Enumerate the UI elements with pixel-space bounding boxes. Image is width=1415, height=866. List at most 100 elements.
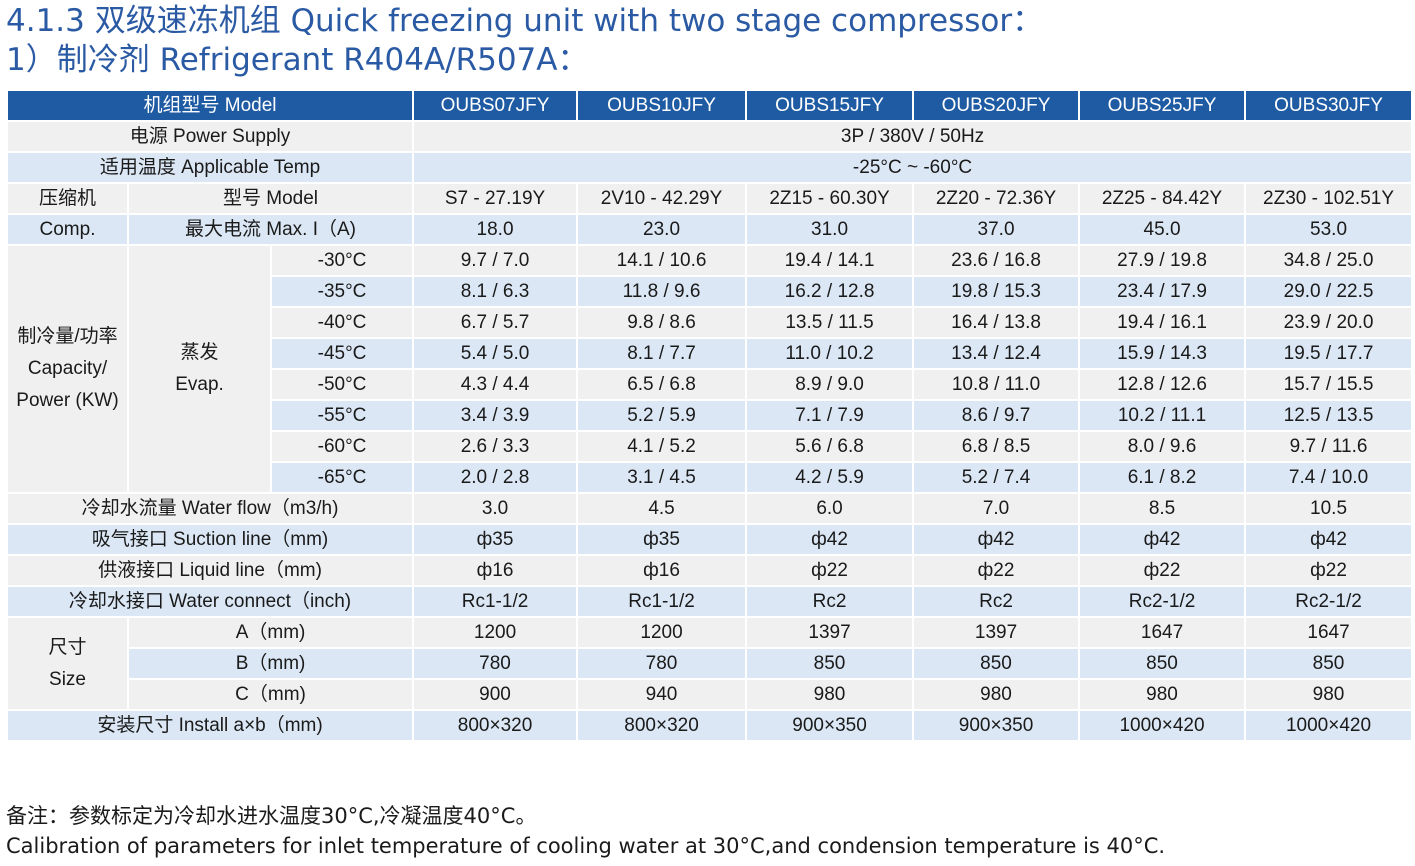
note-en: Calibration of parameters for inlet temp… [6, 834, 1166, 858]
capacity-cell: 19.4 / 16.1 [1078, 306, 1247, 339]
water-flow-cell: 4.5 [576, 492, 748, 525]
size-label-line: Size [49, 668, 86, 690]
size-cell: 1647 [1244, 616, 1414, 649]
suction-line-cell: ф35 [412, 523, 579, 556]
capacity-label-line: Capacity/ [27, 358, 108, 379]
liquid-line-cell: ф22 [1078, 554, 1247, 587]
water-connect-cell: Rc2 [912, 585, 1081, 618]
suction-line-cell: ф35 [576, 523, 748, 556]
install-cell: 1000×420 [1244, 709, 1414, 742]
size-row: 尺寸 Size A（mm) 1200 1200 1397 1397 1647 1… [6, 616, 1414, 711]
capacity-row: -55°C 3.4 / 3.9 5.2 / 5.9 7.1 / 7.9 8.6 … [7, 399, 1414, 432]
install-label: 安装尺寸 Install a×b（mm) [5, 709, 415, 742]
water-flow-label: 冷却水流量 Water flow（m3/h) [5, 492, 415, 525]
compressor-model-cell: 2Z25 - 84.42Y [1078, 182, 1247, 215]
evap-temp-label: -60°C [269, 430, 415, 463]
capacity-cell: 9.7 / 7.0 [412, 244, 579, 277]
capacity-cell: 8.9 / 9.0 [745, 368, 915, 401]
size-dimension-label: C（mm) [126, 678, 415, 711]
capacity-row: -45°C 5.4 / 5.0 8.1 / 7.7 11.0 / 10.2 13… [7, 337, 1414, 370]
compressor-model-cell: 2Z30 - 102.51Y [1244, 182, 1414, 215]
size-cell: 850 [912, 647, 1081, 680]
capacity-cell: 6.1 / 8.2 [1078, 461, 1247, 494]
liquid-line-cell: ф22 [1244, 554, 1414, 587]
spec-table: 机组型号 Model OUBS07JFY OUBS10JFY OUBS15JFY… [5, 89, 1414, 742]
size-cell: 900 [412, 678, 579, 711]
capacity-cell: 8.6 / 9.7 [912, 399, 1081, 432]
size-row: B（mm) 780 780 850 850 850 850 [7, 647, 1414, 680]
suction-line-cell: ф42 [1244, 523, 1414, 556]
capacity-cell: 13.5 / 11.5 [745, 306, 915, 339]
capacity-cell: 19.5 / 17.7 [1244, 337, 1414, 370]
evap-temp-label: -35°C [269, 275, 415, 308]
capacity-cell: 23.6 / 16.8 [912, 244, 1081, 277]
liquid-line-label: 供液接口 Liquid line（mm) [5, 554, 415, 587]
capacity-cell: 8.1 / 7.7 [576, 337, 748, 370]
compressor-label-cn: 压缩机 [6, 182, 129, 215]
install-cell: 800×320 [576, 709, 748, 742]
power-supply-value: 3P / 380V / 50Hz [412, 120, 1414, 153]
size-cell: 780 [576, 647, 748, 680]
liquid-line-cell: ф16 [412, 554, 579, 587]
capacity-cell: 29.0 / 22.5 [1244, 275, 1414, 308]
suction-line-row: 吸气接口 Suction line（mm) ф35 ф35 ф42 ф42 ф4… [5, 523, 1414, 556]
capacity-cell: 7.1 / 7.9 [745, 399, 915, 432]
capacity-cell: 5.2 / 5.9 [576, 399, 748, 432]
size-cell: 780 [412, 647, 579, 680]
model-header-cell: OUBS15JFY [745, 89, 915, 122]
size-cell: 1200 [412, 616, 579, 649]
water-connect-cell: Rc2-1/2 [1244, 585, 1414, 618]
capacity-cell: 23.4 / 17.9 [1078, 275, 1247, 308]
capacity-row: -40°C 6.7 / 5.7 9.8 / 8.6 13.5 / 11.5 16… [7, 306, 1414, 339]
capacity-cell: 2.6 / 3.3 [412, 430, 579, 463]
size-cell: 1647 [1078, 616, 1247, 649]
evap-temp-label: -40°C [269, 306, 415, 339]
capacity-cell: 7.4 / 10.0 [1244, 461, 1414, 494]
size-label-line: 尺寸 [48, 636, 87, 658]
capacity-cell: 9.8 / 8.6 [576, 306, 748, 339]
install-cell: 900×350 [912, 709, 1081, 742]
capacity-cell: 4.2 / 5.9 [745, 461, 915, 494]
model-header-cell: OUBS20JFY [912, 89, 1081, 122]
capacity-cell: 27.9 / 19.8 [1078, 244, 1247, 277]
capacity-label-line: Power (KW) [16, 390, 119, 411]
header-row: 机组型号 Model OUBS07JFY OUBS10JFY OUBS15JFY… [5, 89, 1414, 122]
size-cell: 1200 [576, 616, 748, 649]
capacity-cell: 3.4 / 3.9 [412, 399, 579, 432]
capacity-row: 制冷量/功率 Capacity/ Power (KW) 蒸发 Evap. -30… [6, 244, 1414, 494]
capacity-cell: 16.2 / 12.8 [745, 275, 915, 308]
capacity-cell: 9.7 / 11.6 [1244, 430, 1414, 463]
suction-line-cell: ф42 [745, 523, 915, 556]
water-flow-cell: 3.0 [412, 492, 579, 525]
max-current-cell: 31.0 [745, 213, 915, 246]
evap-temp-label: -30°C [269, 244, 415, 277]
size-dimension-label: B（mm) [126, 647, 415, 680]
size-group-label: 尺寸 Size [6, 616, 129, 711]
capacity-cell: 14.1 / 10.6 [576, 244, 748, 277]
max-current-cell: 18.0 [412, 213, 579, 246]
water-flow-row: 冷却水流量 Water flow（m3/h) 3.0 4.5 6.0 7.0 8… [5, 492, 1414, 525]
water-connect-cell: Rc2-1/2 [1078, 585, 1247, 618]
size-cell: 980 [912, 678, 1081, 711]
capacity-cell: 15.7 / 15.5 [1244, 368, 1414, 401]
applicable-temp-value: -25°C ~ -60°C [412, 151, 1414, 184]
max-current-cell: 53.0 [1244, 213, 1414, 246]
install-row: 安装尺寸 Install a×b（mm) 800×320 800×320 900… [5, 709, 1414, 742]
capacity-cell: 2.0 / 2.8 [412, 461, 579, 494]
compressor-model-row: 压缩机 型号 Model S7 - 27.19Y 2V10 - 42.29Y 2… [6, 182, 1414, 215]
suction-line-cell: ф42 [912, 523, 1081, 556]
evap-temp-label: -55°C [269, 399, 415, 432]
install-cell: 1000×420 [1078, 709, 1247, 742]
model-header-cell: OUBS10JFY [576, 89, 748, 122]
size-cell: 850 [745, 647, 915, 680]
capacity-cell: 19.8 / 15.3 [912, 275, 1081, 308]
max-current-cell: 23.0 [576, 213, 748, 246]
evap-label-line: Evap. [175, 374, 224, 395]
note-cn: 备注：参数标定为冷却水进水温度30°C,冷凝温度40°C。 [6, 804, 537, 828]
liquid-line-cell: ф22 [745, 554, 915, 587]
capacity-cell: 12.5 / 13.5 [1244, 399, 1414, 432]
water-connect-label: 冷却水接口 Water connect（inch) [5, 585, 415, 618]
applicable-temp-row: 适用温度 Applicable Temp -25°C ~ -60°C [5, 151, 1414, 184]
suction-line-label: 吸气接口 Suction line（mm) [5, 523, 415, 556]
size-dimension-label: A（mm) [126, 616, 415, 649]
